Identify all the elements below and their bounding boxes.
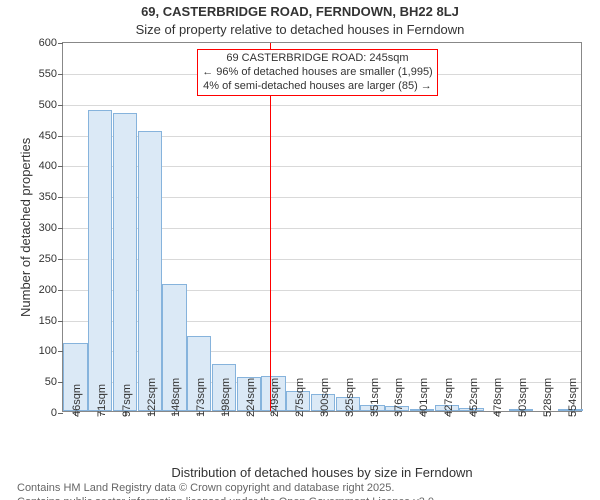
y-tick-label: 600 — [39, 37, 63, 49]
figure-root: 69, CASTERBRIDGE ROAD, FERNDOWN, BH22 8L… — [0, 0, 600, 500]
y-tick-label: 50 — [45, 376, 63, 388]
x-tick-label: 97sqm — [121, 384, 133, 417]
x-tick-label: 46sqm — [71, 384, 83, 417]
y-tick-label: 300 — [39, 222, 63, 234]
x-tick-label: 376sqm — [393, 378, 405, 417]
y-tick-label: 400 — [39, 160, 63, 172]
annotation-line: 4% of semi-detached houses are larger (8… — [202, 80, 433, 94]
y-tick-label: 500 — [39, 99, 63, 111]
x-tick-label: 300sqm — [319, 378, 331, 417]
x-tick-label: 401sqm — [418, 378, 430, 417]
x-tick-label: 452sqm — [468, 378, 480, 417]
x-tick-label: 478sqm — [492, 378, 504, 417]
x-tick-label: 173sqm — [195, 378, 207, 417]
annotation-line: 69 CASTERBRIDGE ROAD: 245sqm — [202, 52, 433, 66]
y-tick-label: 150 — [39, 315, 63, 327]
x-tick-label: 503sqm — [517, 378, 529, 417]
y-tick-label: 200 — [39, 284, 63, 296]
y-tick-label: 450 — [39, 130, 63, 142]
y-tick-label: 350 — [39, 191, 63, 203]
x-tick-label: 198sqm — [220, 378, 232, 417]
plot-area: 05010015020025030035040045050055060046sq… — [62, 42, 582, 412]
x-axis-label: Distribution of detached houses by size … — [62, 465, 582, 480]
annotation-box: 69 CASTERBRIDGE ROAD: 245sqm← 96% of det… — [197, 49, 438, 96]
x-tick-label: 325sqm — [344, 378, 356, 417]
footer-line-2: Contains public sector information licen… — [17, 496, 594, 500]
annotation-line: ← 96% of detached houses are smaller (1,… — [202, 66, 433, 80]
x-tick-label: 71sqm — [96, 384, 108, 417]
attribution-footer: Contains HM Land Registry data © Crown c… — [17, 482, 594, 500]
x-tick-label: 427sqm — [443, 378, 455, 417]
x-tick-label: 224sqm — [245, 378, 257, 417]
x-tick-label: 249sqm — [269, 378, 281, 417]
x-tick-label: 528sqm — [542, 378, 554, 417]
y-axis-label: Number of detached properties — [18, 138, 33, 317]
footer-line-1: Contains HM Land Registry data © Crown c… — [17, 482, 594, 496]
y-tick-label: 250 — [39, 253, 63, 265]
histogram-bar — [138, 131, 162, 411]
chart-title: 69, CASTERBRIDGE ROAD, FERNDOWN, BH22 8L… — [0, 4, 600, 19]
y-tick-label: 0 — [51, 407, 63, 419]
y-tick-label: 100 — [39, 345, 63, 357]
histogram-bar — [88, 110, 112, 411]
chart-subtitle: Size of property relative to detached ho… — [0, 22, 600, 37]
x-tick-label: 554sqm — [567, 378, 579, 417]
x-tick-label: 275sqm — [294, 378, 306, 417]
x-tick-label: 148sqm — [170, 378, 182, 417]
histogram-bar — [113, 113, 137, 411]
x-tick-label: 351sqm — [369, 378, 381, 417]
y-tick-label: 550 — [39, 68, 63, 80]
x-tick-label: 122sqm — [146, 378, 158, 417]
reference-line — [270, 43, 271, 411]
grid-line — [63, 105, 581, 106]
